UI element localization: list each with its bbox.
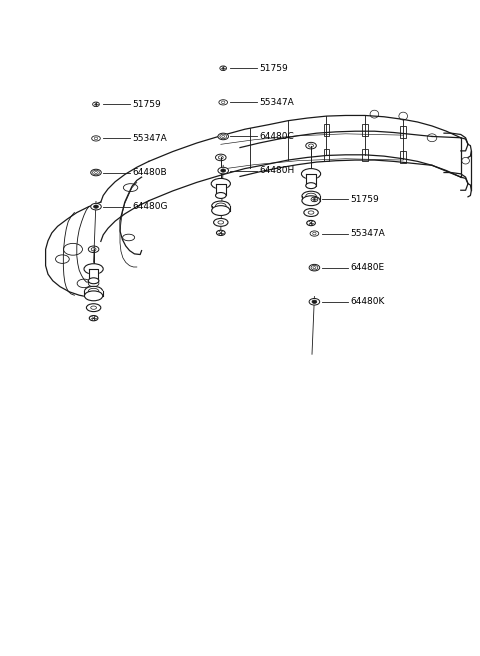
Ellipse shape [218, 167, 228, 174]
Ellipse shape [219, 100, 228, 105]
Polygon shape [302, 196, 320, 201]
Text: 55347A: 55347A [132, 134, 167, 143]
Polygon shape [306, 174, 316, 186]
Ellipse shape [312, 300, 317, 303]
Ellipse shape [309, 298, 320, 305]
Ellipse shape [307, 220, 315, 226]
Text: 51759: 51759 [350, 195, 379, 204]
Ellipse shape [218, 156, 223, 159]
Polygon shape [89, 269, 98, 281]
Ellipse shape [91, 203, 101, 210]
Ellipse shape [56, 255, 69, 263]
Text: 64480E: 64480E [350, 263, 384, 272]
Ellipse shape [218, 221, 224, 224]
Ellipse shape [218, 133, 228, 140]
Ellipse shape [309, 264, 320, 271]
Polygon shape [216, 184, 226, 195]
Ellipse shape [304, 209, 318, 216]
Ellipse shape [91, 169, 101, 176]
Ellipse shape [306, 193, 316, 199]
Ellipse shape [84, 291, 103, 301]
Ellipse shape [63, 243, 83, 255]
Text: 64480K: 64480K [350, 297, 385, 306]
Ellipse shape [220, 134, 227, 139]
Ellipse shape [220, 66, 227, 70]
Ellipse shape [92, 136, 100, 141]
Ellipse shape [95, 171, 97, 173]
Ellipse shape [84, 287, 103, 297]
Ellipse shape [212, 206, 230, 216]
Text: 64480B: 64480B [132, 168, 167, 177]
Ellipse shape [370, 110, 379, 118]
Ellipse shape [123, 234, 134, 241]
Text: 51759: 51759 [259, 64, 288, 73]
Ellipse shape [311, 265, 318, 270]
Ellipse shape [94, 205, 98, 208]
Ellipse shape [427, 134, 437, 142]
Ellipse shape [311, 197, 318, 202]
Ellipse shape [88, 278, 99, 283]
Ellipse shape [91, 306, 96, 310]
Ellipse shape [88, 280, 99, 287]
Ellipse shape [216, 154, 226, 161]
Ellipse shape [222, 135, 225, 138]
Ellipse shape [301, 169, 321, 179]
Ellipse shape [94, 137, 98, 140]
Ellipse shape [306, 182, 316, 189]
Ellipse shape [462, 157, 469, 164]
Ellipse shape [211, 178, 230, 189]
Ellipse shape [310, 231, 319, 236]
Ellipse shape [308, 211, 314, 214]
Polygon shape [84, 291, 103, 296]
Ellipse shape [214, 218, 228, 226]
Ellipse shape [302, 192, 320, 201]
Ellipse shape [306, 142, 316, 149]
Ellipse shape [93, 102, 99, 106]
Ellipse shape [123, 184, 138, 192]
Text: 51759: 51759 [132, 100, 161, 109]
Ellipse shape [216, 203, 226, 209]
Text: 64480C: 64480C [259, 132, 294, 141]
Ellipse shape [93, 170, 99, 174]
Text: 64480G: 64480G [132, 202, 168, 211]
Ellipse shape [313, 232, 316, 235]
Ellipse shape [88, 246, 99, 253]
Ellipse shape [88, 289, 99, 295]
Ellipse shape [84, 264, 103, 274]
Polygon shape [212, 206, 230, 211]
Text: 55347A: 55347A [259, 98, 294, 107]
Ellipse shape [216, 193, 226, 199]
Ellipse shape [222, 101, 225, 104]
Ellipse shape [91, 248, 96, 251]
Ellipse shape [313, 266, 316, 268]
Ellipse shape [216, 230, 225, 236]
Ellipse shape [302, 195, 320, 206]
Ellipse shape [212, 201, 230, 211]
Ellipse shape [77, 279, 91, 288]
Ellipse shape [89, 316, 98, 321]
Text: 55347A: 55347A [350, 229, 385, 238]
Ellipse shape [309, 144, 313, 147]
Ellipse shape [221, 169, 226, 172]
Ellipse shape [399, 112, 408, 120]
Ellipse shape [86, 304, 101, 312]
Text: 64480H: 64480H [259, 166, 294, 175]
